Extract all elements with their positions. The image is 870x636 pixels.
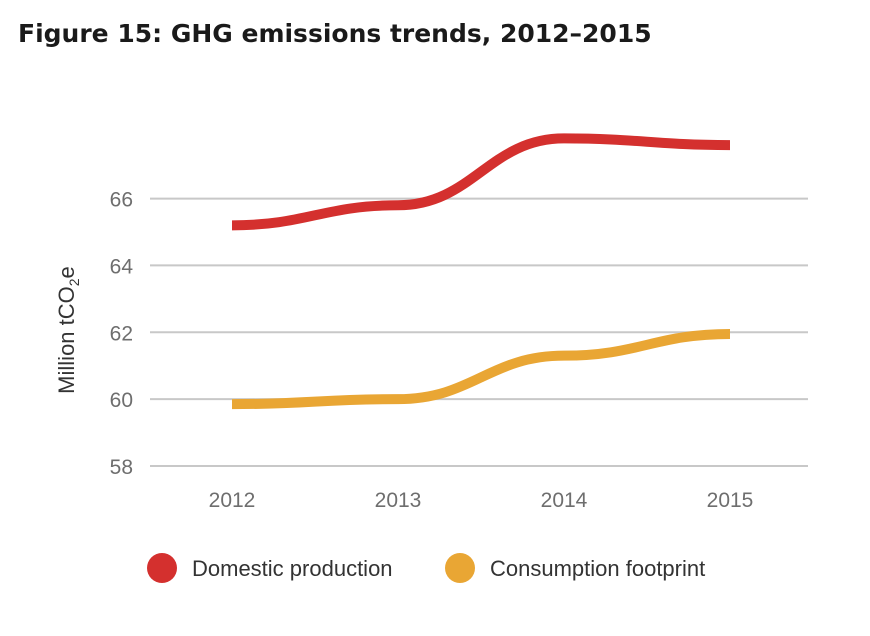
- x-tick-label: 2012: [209, 489, 256, 512]
- legend-swatch-consumption-footprint: [445, 553, 475, 583]
- x-tick-label: 2015: [707, 489, 754, 512]
- y-axis-label-suffix: e: [54, 266, 79, 278]
- series-line-domestic-production: [231, 133, 731, 231]
- legend-label-consumption-footprint: Consumption footprint: [490, 556, 705, 581]
- y-tick-label: 60: [110, 389, 133, 412]
- legend-label-domestic-production: Domestic production: [192, 556, 393, 581]
- y-tick-label: 66: [110, 189, 133, 212]
- y-axis-label: Million tCO2e: [54, 266, 82, 394]
- y-tick-label: 64: [110, 255, 134, 278]
- x-tick-labels: 2012 2013 2014 2015: [209, 489, 754, 512]
- legend-swatch-domestic-production: [147, 553, 177, 583]
- series-lines: [231, 133, 731, 410]
- legend: Domestic production Consumption footprint: [147, 553, 705, 583]
- y-tick-label: 62: [110, 322, 133, 345]
- series-line-consumption-footprint: [231, 328, 731, 410]
- y-tick-label: 58: [110, 456, 133, 479]
- y-axis-label-subscript: 2: [66, 278, 82, 286]
- y-axis-label-main: Million tCO: [54, 286, 79, 394]
- x-tick-label: 2013: [375, 489, 422, 512]
- x-tick-label: 2014: [541, 489, 588, 512]
- chart-title: Figure 15: GHG emissions trends, 2012–20…: [18, 19, 652, 48]
- y-tick-labels: 58 60 62 64 66: [110, 189, 134, 479]
